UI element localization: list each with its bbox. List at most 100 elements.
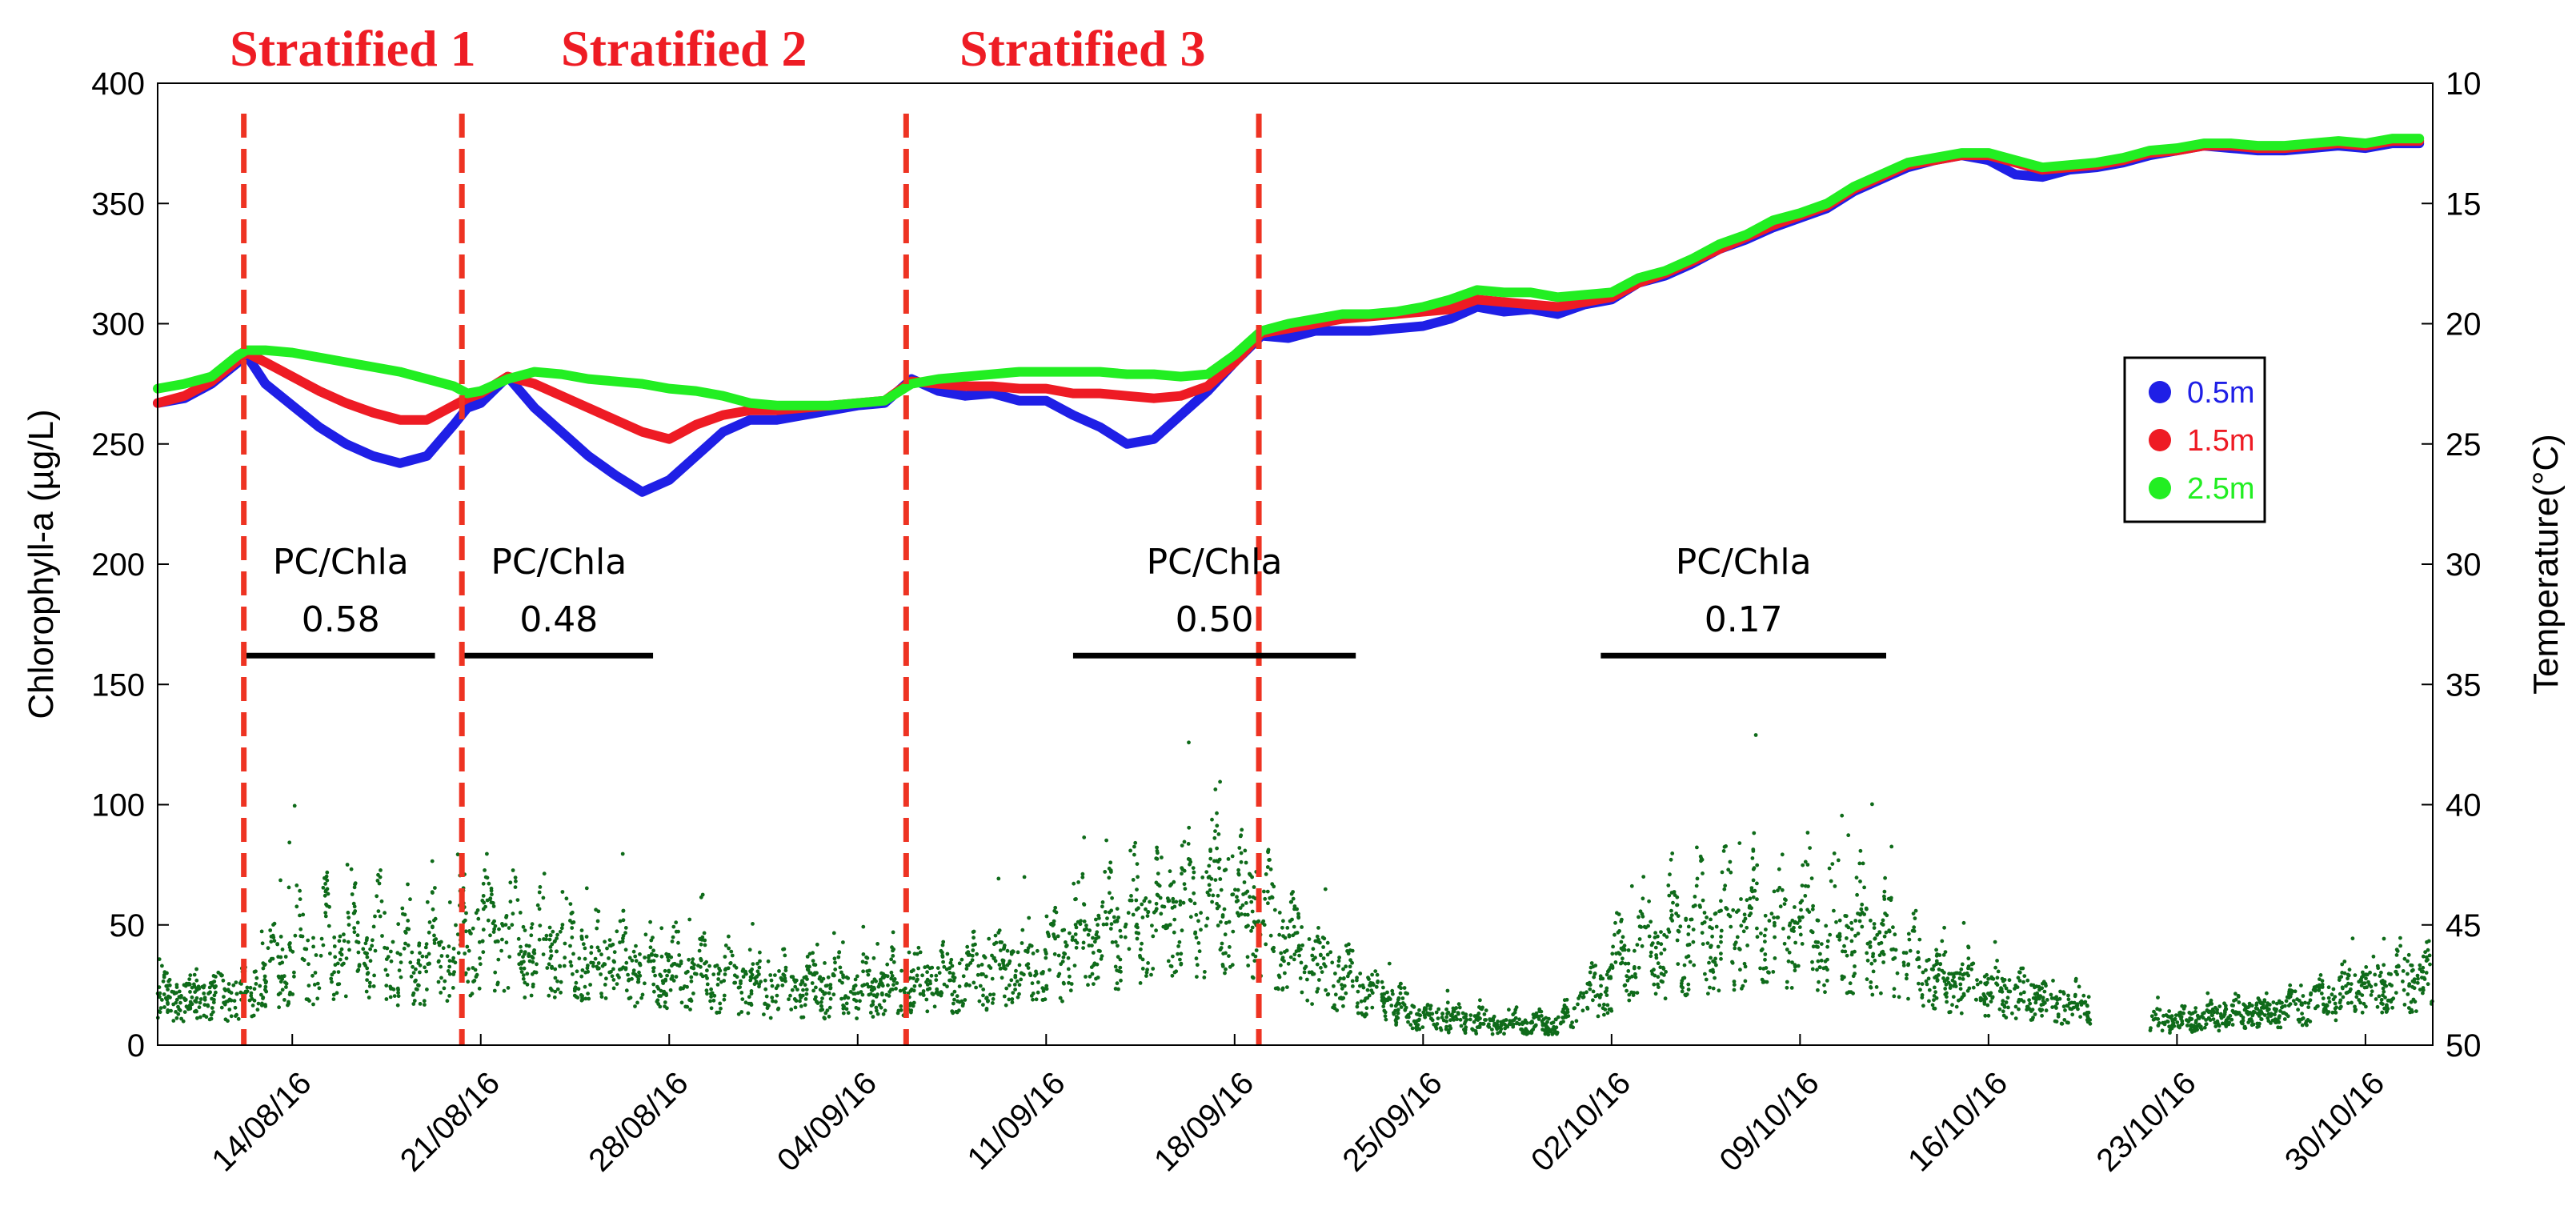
chlorophyll-point (323, 882, 327, 886)
chlorophyll-point (1196, 941, 1201, 945)
chlorophyll-point (346, 940, 351, 944)
chlorophyll-point (579, 937, 584, 941)
chlorophyll-point (1959, 967, 1964, 972)
chlorophyll-point (1743, 979, 1748, 984)
chlorophyll-point (1773, 956, 1777, 960)
chlorophyll-point (596, 961, 601, 965)
chlorophyll-point (548, 945, 553, 949)
chlorophyll-point (615, 929, 619, 934)
chlorophyll-point (493, 940, 498, 944)
chlorophyll-point (2359, 984, 2364, 988)
chlorophyll-point (1619, 946, 1624, 951)
chlorophyll-point (1010, 997, 1015, 1001)
chlorophyll-point (1635, 943, 1640, 947)
chlorophyll-point (2086, 995, 2091, 1000)
chlorophyll-point (2180, 1004, 2185, 1008)
chlorophyll-point (1281, 934, 1285, 938)
chlorophyll-point (1081, 946, 1085, 950)
chlorophyll-point (965, 944, 970, 949)
chlorophyll-point (1675, 938, 1680, 943)
chlorophyll-point (515, 898, 520, 902)
chlorophyll-point (256, 1001, 261, 1006)
chlorophyll-point (1315, 934, 1320, 939)
chlorophyll-point (1722, 844, 1727, 849)
chlorophyll-point (1196, 919, 1200, 924)
x-tick-label: 18/09/16 (1148, 1065, 1260, 1178)
chlorophyll-point (911, 988, 916, 993)
chlorophyll-point (997, 963, 1002, 967)
chlorophyll-point (317, 986, 322, 991)
chlorophyll-point (1084, 924, 1088, 928)
chlorophyll-point (425, 899, 430, 904)
chlorophyll-point (703, 961, 707, 966)
chlorophyll-point (815, 942, 819, 947)
chlorophyll-point (935, 966, 940, 970)
chlorophyll-point (1291, 890, 1295, 894)
chlorophyll-point (1012, 983, 1017, 987)
chlorophyll-point (1853, 964, 1857, 968)
chlorophyll-point (1710, 934, 1715, 939)
chlorophyll-point (174, 997, 179, 1002)
chlorophyll-point (1319, 965, 1323, 970)
chlorophyll-point (1109, 922, 1114, 926)
chlorophyll-point (1751, 847, 1756, 851)
chlorophyll-point (635, 1000, 639, 1005)
chlorophyll-point (2045, 998, 2049, 1002)
chlorophyll-point (1398, 991, 1403, 996)
chlorophyll-point (266, 946, 270, 951)
chlorophyll-point (537, 890, 542, 895)
chlorophyll-point (1604, 972, 1609, 977)
chlorophyll-point (972, 936, 976, 940)
chlorophyll-point (1478, 998, 1482, 1003)
chlorophyll-point (174, 1010, 178, 1014)
chlorophyll-point (538, 924, 543, 928)
chlorophyll-point (1108, 891, 1112, 895)
chlorophyll-point (588, 983, 592, 987)
chlorophyll-point (1168, 964, 1173, 968)
chlorophyll-point (1943, 992, 1948, 996)
chlorophyll-point (2374, 983, 2378, 987)
chlorophyll-point (158, 1010, 162, 1015)
chlorophyll-point (1056, 953, 1061, 958)
chlorophyll-point (1853, 919, 1858, 923)
chlorophyll-point (269, 956, 274, 961)
chlorophyll-point (879, 983, 884, 987)
chlorophyll-point (1782, 902, 1787, 906)
y2-tick-label: 20 (2446, 307, 2482, 343)
chlorophyll-point (1758, 966, 1763, 971)
chlorophyll-point (1047, 934, 1051, 939)
chlorophyll-point (1930, 1003, 1935, 1008)
chlorophyll-point (222, 995, 226, 999)
chlorophyll-point (2081, 993, 2086, 998)
y-tick-label: 50 (110, 908, 146, 944)
chlorophyll-point (651, 959, 656, 963)
chlorophyll-point (351, 901, 356, 906)
chlorophyll-point (1138, 955, 1143, 960)
chlorophyll-point (1194, 936, 1199, 940)
chlorophyll-point (1949, 972, 1954, 976)
chlorophyll-point (206, 992, 210, 996)
chlorophyll-point (631, 968, 636, 973)
chlorophyll-point (1723, 883, 1728, 888)
chlorophyll-point (1101, 922, 1106, 927)
chlorophyll-point (844, 975, 849, 980)
chlorophyll-point (851, 984, 856, 989)
chlorophyll-point (747, 995, 751, 1000)
chlorophyll-point (1906, 932, 1911, 936)
chlorophyll-point (856, 1007, 861, 1011)
chlorophyll-point (743, 1000, 748, 1005)
chlorophyll-point (489, 900, 494, 904)
chlorophyll-point (2286, 1014, 2290, 1019)
chlorophyll-point (352, 926, 356, 930)
chlorophyll-point (981, 988, 986, 992)
chlorophyll-point (2248, 1011, 2253, 1016)
chlorophyll-point (1676, 962, 1681, 966)
chlorophyll-point (538, 885, 543, 889)
chlorophyll-point (1849, 990, 1853, 994)
chlorophyll-point (589, 960, 593, 965)
chlorophyll-point (2233, 992, 2237, 996)
chlorophyll-point (1264, 942, 1268, 947)
chlorophyll-point (342, 932, 346, 937)
chlorophyll-point (827, 991, 831, 996)
